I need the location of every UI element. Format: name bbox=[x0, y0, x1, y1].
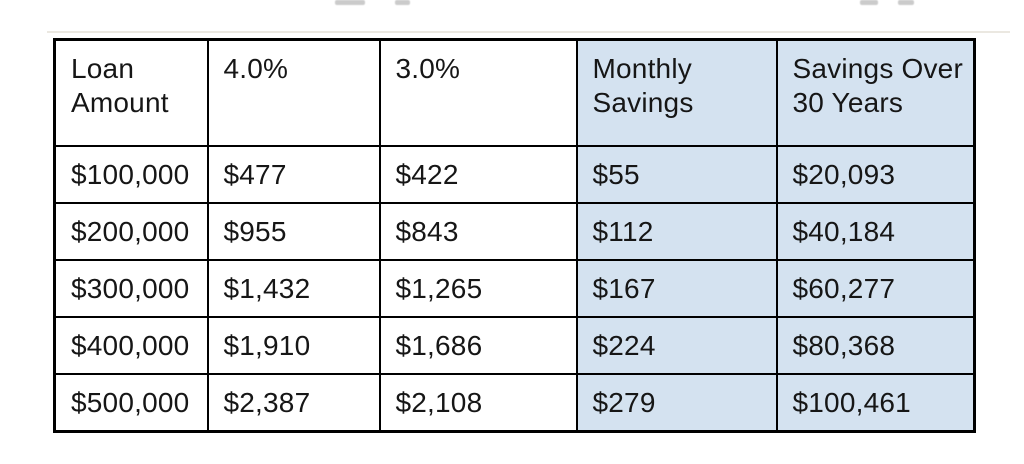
cell-payment-4pct: $955 bbox=[206, 202, 381, 261]
cell-loan-amount: $400,000 bbox=[53, 316, 209, 375]
table-row: $100,000 $477 $422 $55 $20,093 bbox=[53, 145, 976, 204]
refinance-savings-table: Loan Amount 4.0% 3.0% Monthly Savings Sa… bbox=[53, 38, 976, 433]
cell-savings-30-years: $40,184 bbox=[775, 202, 976, 261]
cell-loan-amount: $200,000 bbox=[53, 202, 209, 261]
cropped-text-fragment bbox=[860, 0, 878, 5]
table-row: $300,000 $1,432 $1,265 $167 $60,277 bbox=[53, 259, 976, 318]
cell-loan-amount: $500,000 bbox=[53, 373, 209, 433]
cell-savings-30-years: $60,277 bbox=[775, 259, 976, 318]
cell-monthly-savings: $167 bbox=[575, 259, 778, 318]
cropped-content-edge-line bbox=[47, 31, 1010, 33]
table-row: $500,000 $2,387 $2,108 $279 $100,461 bbox=[53, 373, 976, 433]
cell-payment-3pct: $422 bbox=[378, 145, 578, 204]
header-cell-monthly-savings: Monthly Savings bbox=[575, 38, 778, 147]
cell-loan-amount: $300,000 bbox=[53, 259, 209, 318]
header-cell-loan-amount: Loan Amount bbox=[53, 38, 209, 147]
table-header-row: Loan Amount 4.0% 3.0% Monthly Savings Sa… bbox=[53, 38, 976, 147]
cell-payment-4pct: $477 bbox=[206, 145, 381, 204]
cell-payment-4pct: $1,910 bbox=[206, 316, 381, 375]
cell-monthly-savings: $112 bbox=[575, 202, 778, 261]
header-cell-rate-4: 4.0% bbox=[206, 38, 381, 147]
table-row: $400,000 $1,910 $1,686 $224 $80,368 bbox=[53, 316, 976, 375]
cropped-text-fragment bbox=[898, 0, 914, 5]
cell-savings-30-years: $100,461 bbox=[775, 373, 976, 433]
cell-payment-3pct: $1,686 bbox=[378, 316, 578, 375]
cropped-text-fragment bbox=[335, 0, 365, 5]
cell-monthly-savings: $55 bbox=[575, 145, 778, 204]
cell-payment-3pct: $2,108 bbox=[378, 373, 578, 433]
cell-loan-amount: $100,000 bbox=[53, 145, 209, 204]
table-row: $200,000 $955 $843 $112 $40,184 bbox=[53, 202, 976, 261]
cell-monthly-savings: $224 bbox=[575, 316, 778, 375]
cell-monthly-savings: $279 bbox=[575, 373, 778, 433]
cell-payment-4pct: $1,432 bbox=[206, 259, 381, 318]
cropped-text-fragment bbox=[395, 0, 410, 5]
cell-savings-30-years: $20,093 bbox=[775, 145, 976, 204]
cell-savings-30-years: $80,368 bbox=[775, 316, 976, 375]
cell-payment-3pct: $843 bbox=[378, 202, 578, 261]
cell-payment-3pct: $1,265 bbox=[378, 259, 578, 318]
header-cell-rate-3: 3.0% bbox=[378, 38, 578, 147]
cell-payment-4pct: $2,387 bbox=[206, 373, 381, 433]
header-cell-savings-30-years: Savings Over 30 Years bbox=[775, 38, 976, 147]
